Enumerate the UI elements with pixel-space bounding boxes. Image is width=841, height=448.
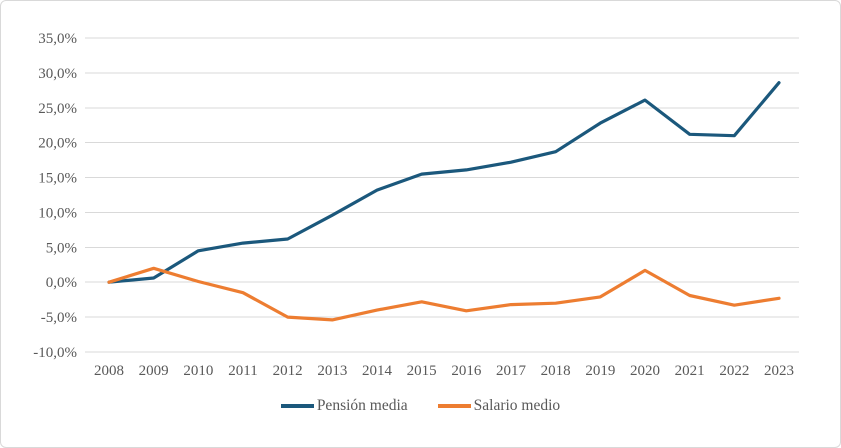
x-axis-tick-label: 2019 [585, 363, 615, 379]
x-axis-tick-label: 2009 [139, 363, 169, 379]
y-axis-tick-label: 20,0% [38, 136, 77, 152]
y-axis-tick-label: 5,0% [46, 240, 77, 256]
x-axis-tick-label: 2010 [183, 363, 213, 379]
x-axis-tick-label: 2011 [228, 363, 257, 379]
chart-legend: Pensión media Salario medio [1, 397, 840, 415]
y-axis-tick-label: -5,0% [41, 310, 77, 326]
y-axis-tick-label: 0,0% [46, 275, 77, 291]
x-axis-tick-label: 2008 [94, 363, 124, 379]
x-axis-tick-label: 2022 [719, 363, 749, 379]
legend-item-salario-medio: Salario medio [437, 397, 561, 415]
y-axis-tick-label: 35,0% [38, 31, 77, 47]
x-axis-tick-label: 2013 [317, 363, 347, 379]
x-axis-tick-label: 2014 [362, 363, 393, 379]
salario-medio-line-swatch [437, 404, 471, 408]
x-axis-tick-label: 2012 [273, 363, 303, 379]
legend-label-salario-medio: Salario medio [473, 397, 561, 414]
x-axis-tick-label: 2018 [541, 363, 571, 379]
legend-label-pension-media: Pensión media [316, 397, 408, 414]
x-axis-tick-label: 2016 [451, 363, 482, 379]
series-line-salario-medio [107, 266, 781, 322]
series-line-pension-media [107, 81, 781, 284]
x-axis-tick-label: 2020 [630, 363, 660, 379]
y-axis-tick-label: -10,0% [33, 345, 77, 361]
x-axis-tick-label: 2023 [764, 363, 794, 379]
x-axis-tick-label: 2015 [407, 363, 437, 379]
y-axis-tick-label: 25,0% [38, 101, 77, 117]
x-axis-tick-label: 2021 [675, 363, 705, 379]
legend-item-pension-media: Pensión media [280, 397, 408, 415]
pension-media-line-swatch [280, 404, 314, 408]
line-chart-plot: 35,0% 30,0% 25,0% 20,0% 15,0% 10,0% 5,0% 0,0% -5… [33, 31, 799, 379]
x-axis-tick-label: 2017 [496, 363, 527, 379]
y-axis-tick-label: 15,0% [38, 171, 77, 187]
y-axis-tick-label: 30,0% [38, 66, 77, 82]
y-axis-tick-label: 10,0% [38, 205, 77, 221]
